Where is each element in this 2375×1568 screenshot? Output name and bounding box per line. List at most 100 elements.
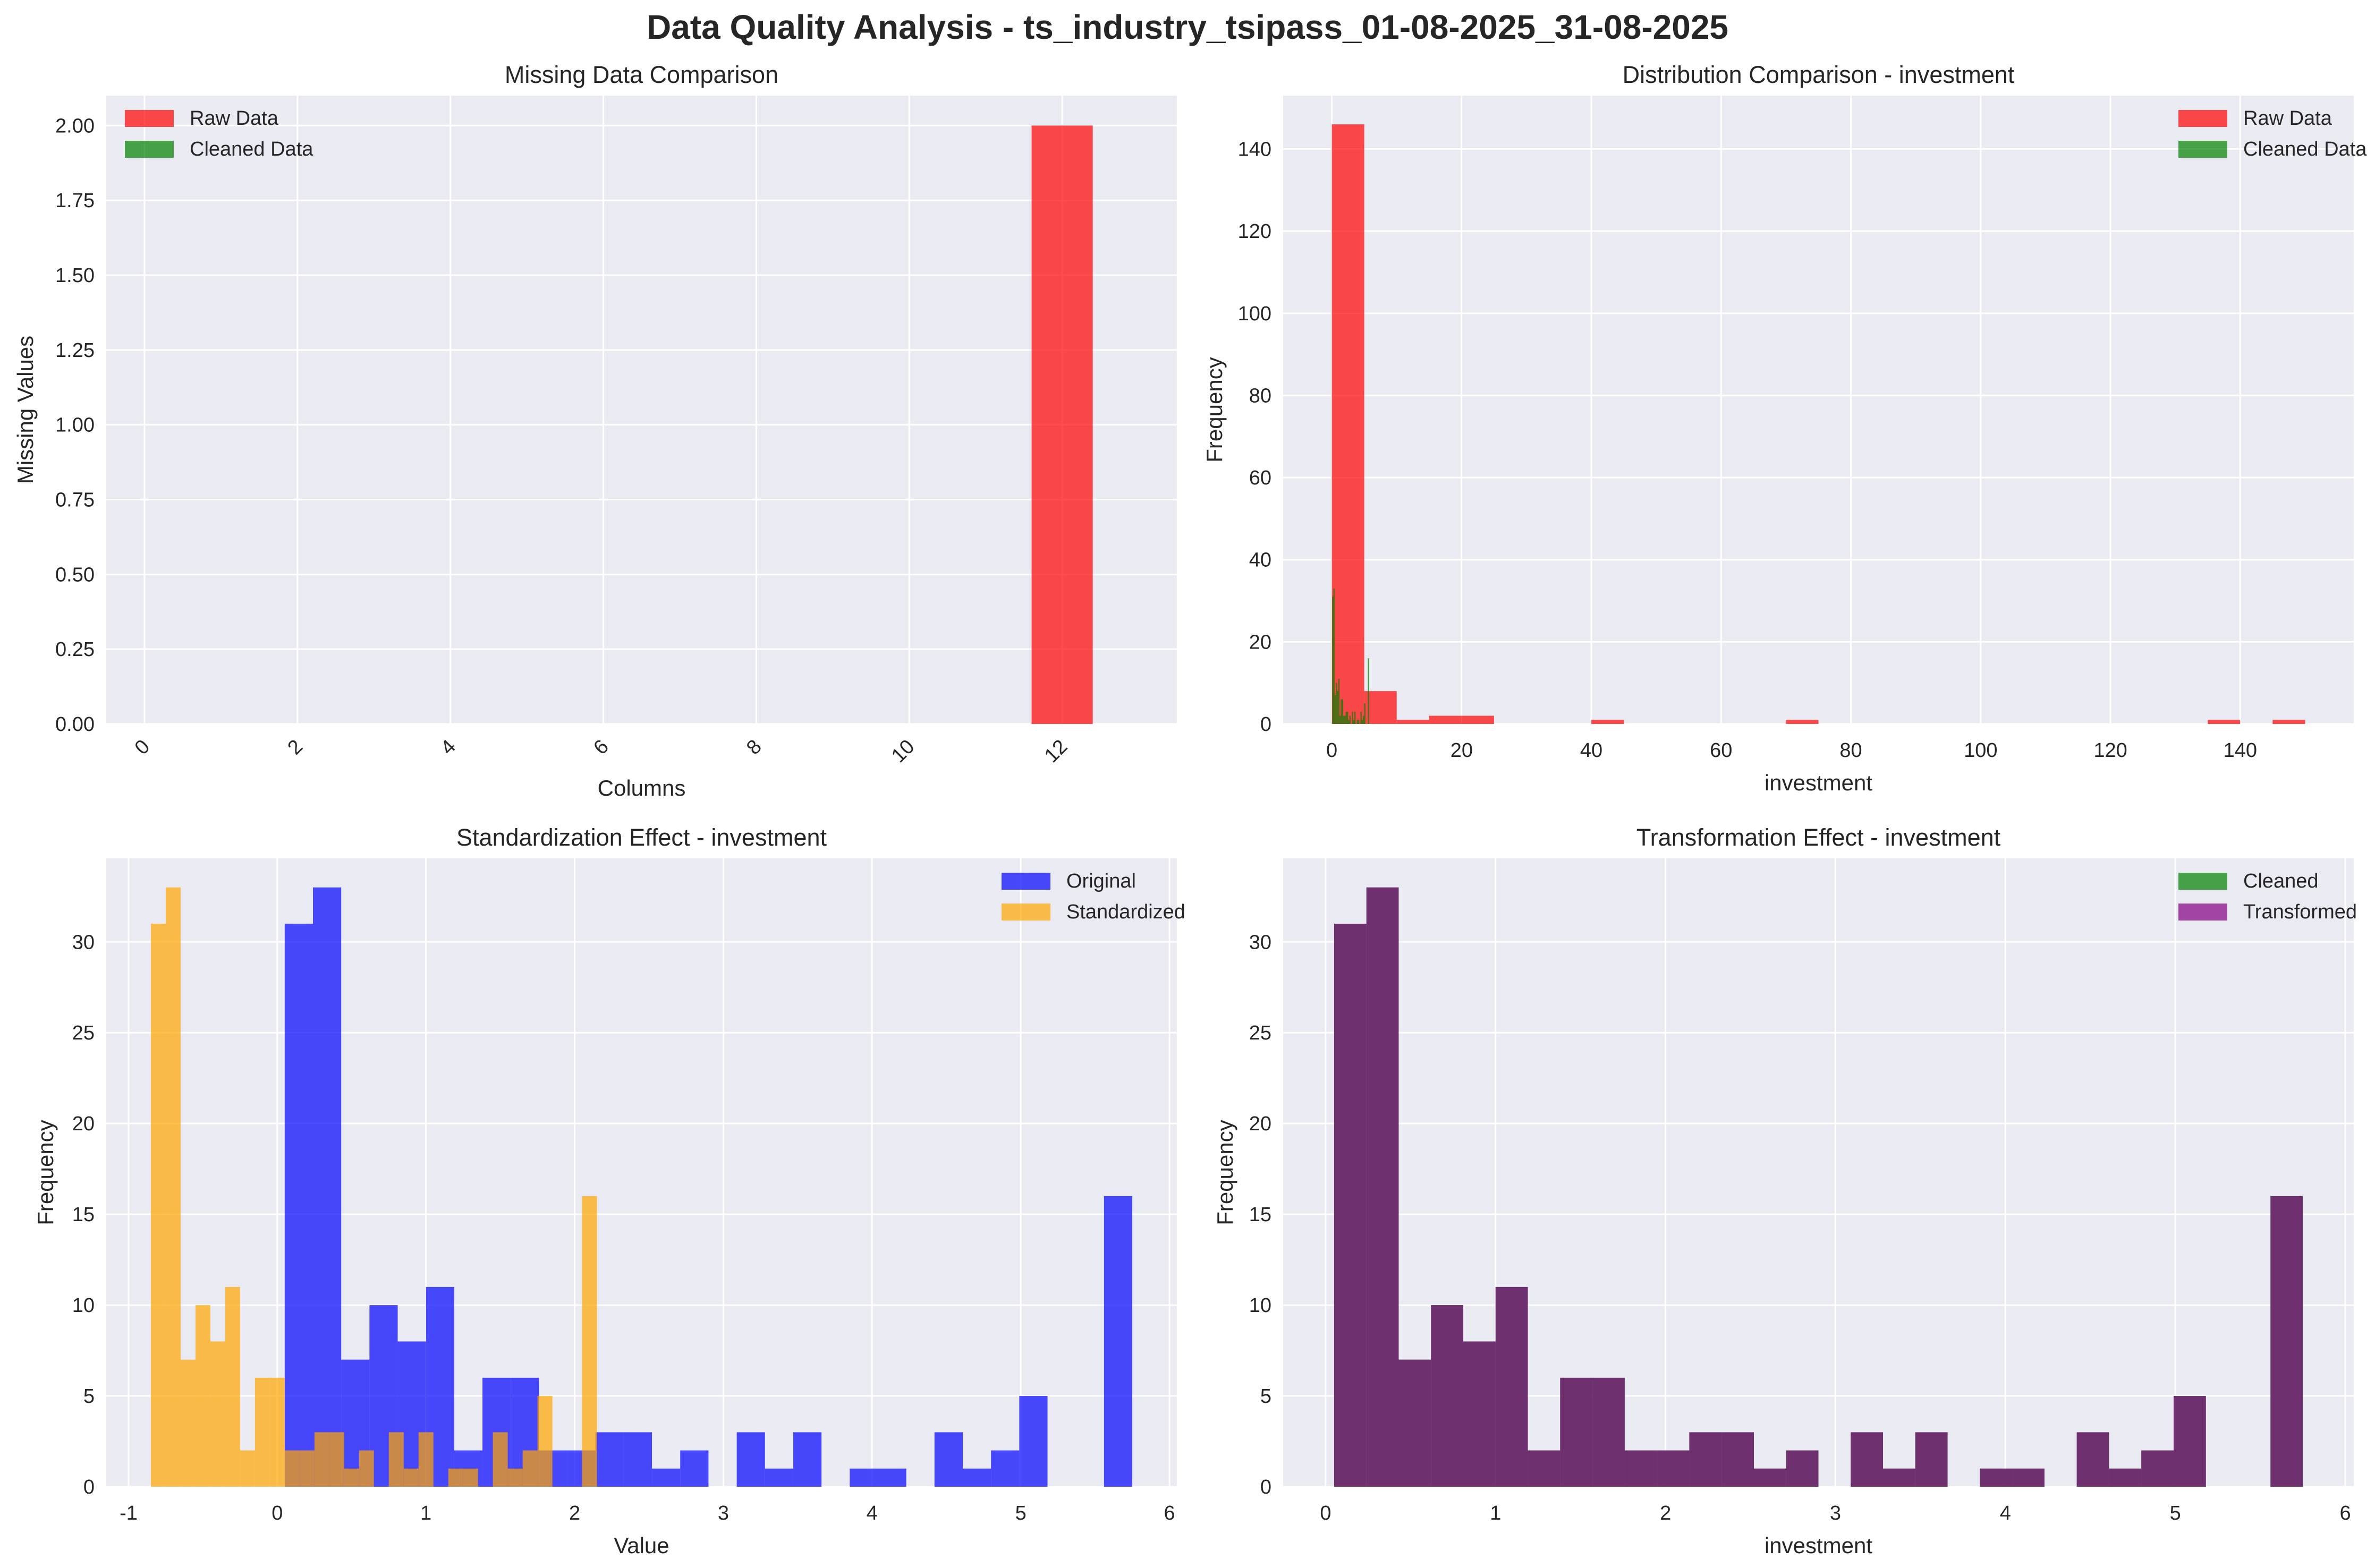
hist-bar-standardized xyxy=(195,1305,210,1487)
legend-swatch xyxy=(125,141,174,158)
x-tick-label: 6 xyxy=(2339,1502,2351,1524)
hist-bar-cleaned-data xyxy=(1337,691,1338,724)
hist-bar-cleaned-data xyxy=(1361,720,1363,724)
y-tick-label: 0.25 xyxy=(55,638,95,661)
hist-bar-raw-data xyxy=(2208,720,2241,724)
y-tick-label: 0.00 xyxy=(55,713,95,736)
hist-bar-transformed xyxy=(1689,1432,1722,1487)
hist-bar-original xyxy=(595,1432,624,1487)
subplot-title: Distribution Comparison - investment xyxy=(1623,61,2015,88)
hist-bar-transformed xyxy=(1851,1432,1884,1487)
x-tick-label: -1 xyxy=(120,1502,138,1524)
hist-bar-transformed xyxy=(2012,1468,2045,1487)
x-tick-label: 60 xyxy=(1710,739,1732,762)
hist-bar-transformed xyxy=(1753,1468,1786,1487)
subplot-1: 0 2 4 6 8 10 12 0.00 0.25 0.50 0.75 1.00 1.25 1.50 1.7… xyxy=(13,61,1177,800)
y-tick-label: 30 xyxy=(72,931,95,953)
legend-swatch xyxy=(1002,873,1050,890)
hist-bar-cleaned-data xyxy=(1352,711,1353,724)
legend-label: Transformed xyxy=(2243,901,2357,923)
bar-raw-data xyxy=(1031,125,1093,724)
x-axis-label: Columns xyxy=(598,776,686,800)
hist-bar-cleaned-data xyxy=(1354,711,1356,724)
hist-bar-transformed xyxy=(2141,1450,2174,1487)
y-tick-label: 1.25 xyxy=(55,339,95,362)
hist-bar-standardized xyxy=(150,924,166,1487)
x-tick-label: 3 xyxy=(1830,1502,1841,1524)
y-tick-label: 0 xyxy=(83,1476,95,1498)
hist-bar-cleaned-data xyxy=(1347,711,1348,724)
y-tick-label: 20 xyxy=(1249,1113,1271,1135)
hist-bar-transformed xyxy=(1883,1468,1915,1487)
legend: Raw Data Cleaned Data xyxy=(125,107,313,160)
x-tick-label: 1 xyxy=(420,1502,431,1524)
legend-label: Cleaned Data xyxy=(2243,138,2367,160)
hist-bar-cleaned-data xyxy=(1342,699,1344,724)
hist-bar-transformed xyxy=(1334,924,1367,1487)
hist-bar-standardized xyxy=(255,1377,270,1487)
hist-bar-transformed xyxy=(1528,1450,1560,1487)
legend: Raw Data Cleaned Data xyxy=(2178,107,2367,160)
hist-bar-raw-data xyxy=(2272,720,2305,724)
x-tick-label: 6 xyxy=(1164,1502,1175,1524)
hist-bar-standardized xyxy=(507,1468,523,1487)
hist-bar-standardized xyxy=(284,1450,300,1487)
hist-bar-transformed xyxy=(1624,1450,1657,1487)
y-tick-label: 60 xyxy=(1249,467,1271,489)
hist-bar-original xyxy=(991,1450,1020,1487)
hist-bar-original xyxy=(313,887,342,1487)
y-axis-label: Missing Values xyxy=(13,336,38,484)
hist-bar-transformed xyxy=(2270,1196,2303,1487)
hist-bar-standardized xyxy=(180,1359,196,1487)
hist-bar-original xyxy=(652,1468,681,1487)
y-tick-label: 40 xyxy=(1249,549,1271,572)
x-tick-label: 2 xyxy=(1660,1502,1671,1524)
hist-bar-cleaned-data xyxy=(1338,678,1340,724)
x-tick-label: 0 xyxy=(1320,1502,1331,1524)
hist-bar-raw-data xyxy=(1331,124,1364,725)
legend-swatch xyxy=(2178,904,2227,921)
legend-label: Cleaned xyxy=(2243,870,2319,892)
subplot-4: 0 1 2 3 4 5 6 0 5 10 15 20 25 30 Transformation Effect… xyxy=(1212,824,2357,1558)
legend-label: Raw Data xyxy=(190,107,279,130)
hist-bar-original xyxy=(623,1432,652,1487)
x-tick-label: 12 xyxy=(1040,736,1072,768)
figure-title: Data Quality Analysis - ts_industry_tsip… xyxy=(646,8,1729,46)
plot-area xyxy=(1283,96,2354,724)
hist-bar-transformed xyxy=(1980,1468,2013,1487)
y-tick-label: 30 xyxy=(1249,931,1271,953)
y-tick-label: 5 xyxy=(83,1385,95,1408)
hist-bar-standardized xyxy=(388,1432,404,1487)
x-tick-label: 120 xyxy=(2093,739,2127,762)
hist-bar-cleaned-data xyxy=(1348,720,1350,724)
hist-bar-standardized xyxy=(418,1432,434,1487)
y-tick-label: 1.00 xyxy=(55,414,95,437)
hist-bar-cleaned-data xyxy=(1363,715,1364,724)
hist-bar-standardized xyxy=(463,1468,478,1487)
y-tick-label: 0 xyxy=(1260,713,1271,736)
x-tick-label: 4 xyxy=(867,1502,878,1524)
hist-bar-transformed xyxy=(2076,1432,2109,1487)
legend: Original Standardized xyxy=(1002,870,1185,923)
hist-bar-raw-data xyxy=(1461,715,1494,724)
x-tick-label: 100 xyxy=(1964,739,1997,762)
hist-bar-transformed xyxy=(1463,1341,1496,1487)
x-tick-label: 5 xyxy=(2170,1502,2181,1524)
hist-bar-standardized xyxy=(493,1432,508,1487)
hist-bar-original xyxy=(736,1432,765,1487)
hist-bar-standardized xyxy=(448,1468,463,1487)
x-tick-label: 1 xyxy=(1490,1502,1501,1524)
x-axis-label: Value xyxy=(614,1533,669,1558)
hist-bar-cleaned-data xyxy=(1368,658,1369,724)
hist-bar-raw-data xyxy=(1396,720,1429,724)
y-tick-label: 80 xyxy=(1249,385,1271,407)
x-tick-label: 6 xyxy=(589,736,613,760)
x-tick-label: 2 xyxy=(569,1502,580,1524)
hist-bar-transformed xyxy=(2109,1468,2142,1487)
y-tick-label: 15 xyxy=(1249,1204,1271,1226)
hist-bar-original xyxy=(963,1468,991,1487)
hist-bar-cleaned-data xyxy=(1345,711,1347,724)
legend-swatch xyxy=(2178,873,2227,890)
hist-bar-transformed xyxy=(1915,1432,1948,1487)
y-tick-label: 15 xyxy=(72,1204,95,1226)
